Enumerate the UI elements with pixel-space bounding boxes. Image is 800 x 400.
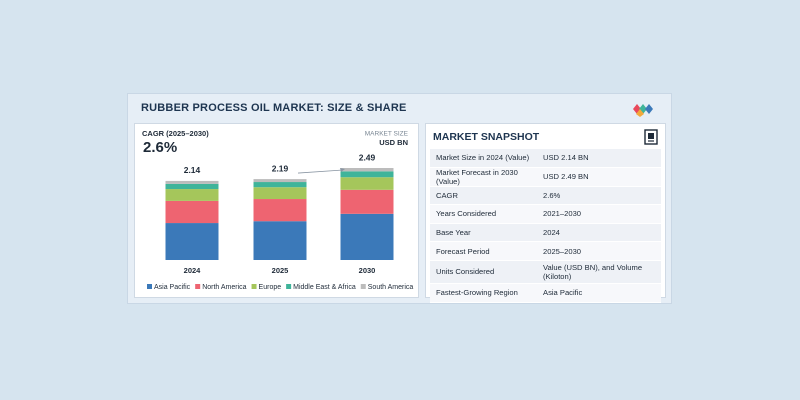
bar-segment (340, 177, 394, 190)
snapshot-key: Market Forecast in 2030 (Value) (436, 167, 518, 186)
x-tick-label: 2024 (184, 266, 202, 275)
chart-panel: CAGR (2025–2030) 2.6% MARKET SIZE USD BN… (134, 123, 419, 298)
bar-segment (165, 200, 219, 224)
doc-icon (644, 129, 658, 145)
page-title: RUBBER PROCESS OIL MARKET: SIZE & SHARE (141, 102, 407, 114)
snapshot-title: MARKET SNAPSHOT (433, 131, 540, 143)
bar-segment (165, 180, 219, 184)
logo (633, 104, 653, 117)
x-tick-label: 2025 (272, 266, 289, 275)
snapshot-row: Years Considered 2021–2030 (430, 205, 661, 224)
bar-segment (253, 182, 307, 188)
legend-label: Asia Pacific (154, 284, 191, 291)
total-label: 2.14 (184, 165, 201, 175)
snapshot-value: USD 2.14 BN (543, 153, 589, 163)
snapshot-value: 2025–2030 (543, 246, 582, 256)
snapshot-table: Market Size in 2024 (Value) USD 2.14 BN Ma… (430, 149, 661, 303)
bar-segment (340, 189, 394, 214)
unit-value: USD BN (379, 138, 408, 147)
snapshot-value: 2.6% (543, 190, 561, 200)
bar-segment (253, 179, 307, 183)
snapshot-value: Asia Pacific (543, 288, 583, 298)
snapshot-row: Market Size in 2024 (Value) USD 2.14 BN (430, 149, 661, 168)
legend-swatch (286, 284, 292, 289)
legend-label: North America (202, 284, 246, 291)
bar-segment (340, 171, 394, 178)
bar-segment (165, 223, 219, 260)
arrow-head (340, 168, 345, 172)
x-tick-label: 2030 (359, 266, 376, 275)
snapshot-row: Forecast Period 2025–2030 (430, 242, 661, 261)
growth-arrow (297, 169, 344, 174)
snapshot-key: Market Size in 2024 (Value) (436, 153, 530, 163)
total-label: 2.49 (359, 152, 376, 162)
snapshot-value: Value (USD BN), and Volume (Kiloton) (543, 262, 643, 281)
bar-segment (253, 187, 307, 200)
legend-label: Europe (259, 284, 282, 291)
bar-segment (253, 221, 307, 260)
snapshot-row: Base Year 2024 (430, 223, 661, 243)
snapshot-key: Units Considered (436, 267, 495, 277)
snapshot-key: CAGR (436, 190, 458, 200)
snapshot-key: Forecast Period (436, 246, 490, 256)
legend-swatch (360, 284, 366, 289)
total-label: 2.19 (272, 163, 289, 173)
snapshot-value: 2024 (543, 228, 560, 238)
bar-segment (340, 213, 394, 260)
legend-swatch (251, 284, 257, 289)
snapshot-key: Years Considered (436, 209, 497, 219)
snapshot-row: Units Considered Value (USD BN), and Volu… (430, 260, 661, 284)
unit-label: MARKET SIZE (365, 131, 409, 138)
snapshot-row: Market Forecast in 2030 (Value) USD 2.49 … (430, 167, 661, 187)
cagr-value: 2.6% (143, 139, 177, 156)
legend-label: South America (368, 284, 414, 291)
snapshot-value: 2021–2030 (543, 209, 582, 219)
snapshot-key: Base Year (436, 228, 471, 238)
bar-segment (253, 199, 307, 222)
bar-segment (340, 168, 394, 172)
bar-segment (165, 183, 219, 190)
legend-label: Middle East & Africa (293, 284, 356, 291)
snapshot-row: CAGR 2.6% (430, 186, 661, 206)
snapshot-key: Fastest-Growing Region (436, 288, 518, 298)
cagr-label: CAGR (2025–2030) (142, 129, 209, 138)
legend-swatch (147, 284, 152, 289)
bar-segment (165, 189, 219, 201)
legend-swatch (195, 284, 201, 289)
chart: CAGR (2025–2030) 2.6% MARKET SIZE USD BN… (142, 129, 414, 291)
snapshot-row: Fastest-Growing Region Asia Pacific (430, 283, 661, 303)
snapshot-value: USD 2.49 BN (543, 172, 589, 182)
